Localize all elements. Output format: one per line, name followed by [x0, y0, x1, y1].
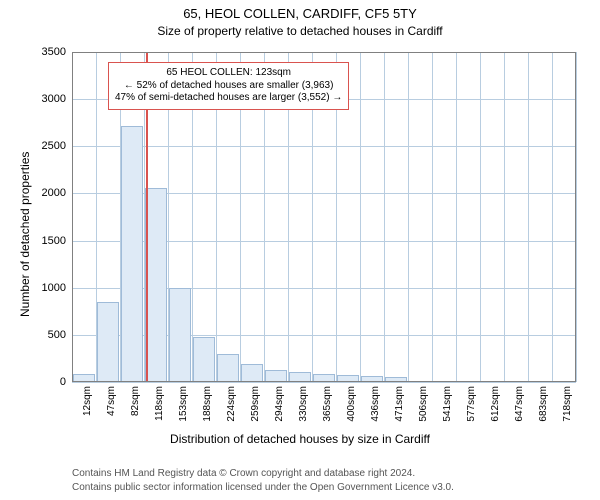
annotation-line: 65 HEOL COLLEN: 123sqm	[115, 67, 342, 80]
x-tick-label: 365sqm	[322, 386, 333, 422]
histogram-bar	[97, 302, 118, 382]
histogram-bar	[289, 372, 310, 382]
gridline-v	[456, 52, 457, 382]
histogram-bar	[505, 381, 526, 382]
histogram-bar	[241, 364, 262, 382]
y-tick-label: 1000	[42, 282, 72, 294]
chart-wrap: 65, HEOL COLLEN, CARDIFF, CF5 5TY Size o…	[0, 0, 600, 500]
histogram-bar	[337, 375, 358, 382]
annotation-box: 65 HEOL COLLEN: 123sqm← 52% of detached …	[108, 62, 349, 110]
gridline-v	[384, 52, 385, 382]
gridline-v	[528, 52, 529, 382]
x-tick-label: 153sqm	[178, 386, 189, 422]
x-tick-label: 647sqm	[514, 386, 525, 422]
annotation-line: ← 52% of detached houses are smaller (3,…	[115, 80, 342, 93]
gridline-v	[480, 52, 481, 382]
x-tick-label: 259sqm	[250, 386, 261, 422]
histogram-bar	[193, 337, 214, 382]
x-tick-label: 294sqm	[274, 386, 285, 422]
histogram-bar	[73, 374, 94, 382]
x-tick-label: 400sqm	[346, 386, 357, 422]
gridline-h	[72, 382, 576, 383]
x-tick-label: 612sqm	[490, 386, 501, 422]
histogram-bar	[313, 374, 334, 382]
histogram-bar	[121, 126, 142, 382]
x-tick-label: 683sqm	[538, 386, 549, 422]
gridline-v	[408, 52, 409, 382]
histogram-bar	[145, 188, 166, 382]
chart-title-line1: 65, HEOL COLLEN, CARDIFF, CF5 5TY	[0, 6, 600, 21]
x-tick-label: 718sqm	[562, 386, 573, 422]
histogram-bar	[265, 370, 286, 382]
x-tick-label: 47sqm	[106, 386, 117, 416]
footer-line2: Contains public sector information licen…	[72, 482, 454, 493]
x-tick-label: 224sqm	[226, 386, 237, 422]
histogram-bar	[433, 381, 454, 382]
y-tick-label: 3000	[42, 93, 72, 105]
plot-area: 65 HEOL COLLEN: 123sqm← 52% of detached …	[72, 52, 576, 382]
x-tick-label: 577sqm	[466, 386, 477, 422]
gridline-v	[432, 52, 433, 382]
x-axis-label: Distribution of detached houses by size …	[0, 432, 600, 446]
annotation-line: 47% of semi-detached houses are larger (…	[115, 92, 342, 105]
gridline-v	[360, 52, 361, 382]
y-tick-label: 2500	[42, 140, 72, 152]
histogram-bar	[457, 381, 478, 382]
y-tick-label: 2000	[42, 187, 72, 199]
x-tick-label: 471sqm	[394, 386, 405, 422]
histogram-bar	[169, 288, 190, 382]
histogram-bar	[361, 376, 382, 382]
gridline-v	[72, 52, 73, 382]
x-tick-label: 82sqm	[130, 386, 141, 416]
histogram-bar	[481, 381, 502, 382]
footer-line1: Contains HM Land Registry data © Crown c…	[72, 468, 415, 479]
histogram-bar	[529, 381, 550, 382]
y-tick-label: 500	[48, 329, 72, 341]
histogram-bar	[553, 381, 574, 382]
y-tick-label: 1500	[42, 235, 72, 247]
y-tick-label: 0	[60, 376, 72, 388]
gridline-v	[576, 52, 577, 382]
x-tick-label: 330sqm	[298, 386, 309, 422]
gridline-v	[504, 52, 505, 382]
x-tick-label: 188sqm	[202, 386, 213, 422]
histogram-bar	[409, 381, 430, 382]
gridline-v	[552, 52, 553, 382]
x-tick-label: 12sqm	[82, 386, 93, 416]
x-tick-label: 436sqm	[370, 386, 381, 422]
x-tick-label: 118sqm	[154, 386, 165, 421]
histogram-bar	[385, 377, 406, 382]
histogram-bar	[217, 354, 238, 382]
x-tick-label: 506sqm	[418, 386, 429, 422]
y-tick-label: 3500	[42, 46, 72, 58]
x-tick-label: 541sqm	[442, 386, 453, 422]
y-axis-label: Number of detached properties	[18, 152, 32, 317]
chart-title-line2: Size of property relative to detached ho…	[0, 24, 600, 38]
